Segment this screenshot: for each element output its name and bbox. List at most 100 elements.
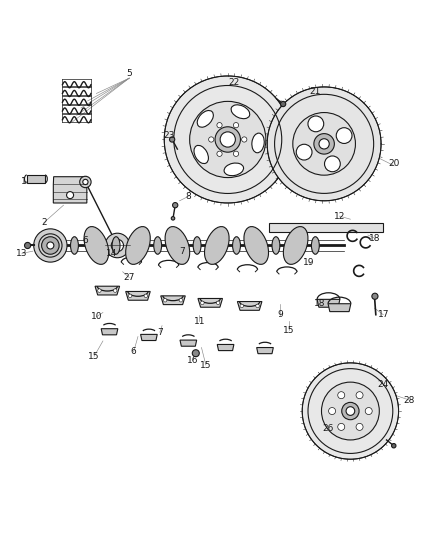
- Text: 11: 11: [194, 317, 205, 326]
- Ellipse shape: [193, 237, 201, 254]
- Circle shape: [215, 127, 240, 152]
- Text: 18: 18: [369, 233, 380, 243]
- Circle shape: [34, 229, 67, 262]
- Circle shape: [216, 301, 220, 304]
- Circle shape: [356, 423, 363, 431]
- Circle shape: [336, 128, 352, 143]
- Text: 7: 7: [157, 328, 163, 337]
- Text: 27: 27: [124, 273, 135, 282]
- Circle shape: [356, 392, 363, 399]
- Polygon shape: [27, 175, 45, 183]
- Text: 8: 8: [185, 192, 191, 201]
- Text: 22: 22: [229, 78, 240, 87]
- Polygon shape: [328, 304, 351, 312]
- Circle shape: [42, 237, 59, 254]
- Ellipse shape: [231, 105, 250, 119]
- Ellipse shape: [71, 237, 78, 254]
- Ellipse shape: [165, 227, 190, 264]
- Circle shape: [314, 134, 334, 154]
- Ellipse shape: [126, 227, 150, 264]
- Circle shape: [256, 304, 259, 308]
- Polygon shape: [53, 177, 87, 203]
- Circle shape: [173, 203, 178, 208]
- Circle shape: [342, 402, 359, 419]
- Circle shape: [372, 293, 378, 300]
- Circle shape: [280, 101, 286, 107]
- Circle shape: [190, 101, 266, 177]
- Ellipse shape: [112, 237, 120, 254]
- Text: 21: 21: [310, 87, 321, 96]
- Ellipse shape: [197, 110, 213, 127]
- Text: 14: 14: [106, 249, 117, 258]
- Circle shape: [128, 294, 132, 297]
- Polygon shape: [126, 292, 150, 300]
- Circle shape: [111, 239, 124, 252]
- Circle shape: [338, 392, 345, 399]
- Circle shape: [240, 304, 244, 308]
- Circle shape: [293, 112, 356, 175]
- Circle shape: [170, 137, 175, 142]
- Circle shape: [217, 151, 222, 156]
- Polygon shape: [161, 296, 185, 304]
- Circle shape: [308, 116, 324, 132]
- Circle shape: [328, 408, 336, 415]
- Text: 17: 17: [378, 310, 389, 319]
- Circle shape: [113, 289, 117, 292]
- Circle shape: [338, 423, 345, 431]
- Polygon shape: [95, 286, 120, 295]
- Ellipse shape: [194, 146, 208, 164]
- Text: 15: 15: [283, 326, 295, 335]
- Text: 15: 15: [200, 360, 212, 369]
- Circle shape: [67, 191, 74, 199]
- Polygon shape: [237, 302, 262, 310]
- Text: 16: 16: [187, 356, 198, 365]
- Text: 15: 15: [88, 352, 100, 361]
- Circle shape: [25, 243, 31, 248]
- Text: 6: 6: [131, 348, 137, 357]
- Polygon shape: [101, 329, 118, 335]
- Circle shape: [83, 179, 88, 184]
- Text: 19: 19: [303, 257, 314, 266]
- Circle shape: [201, 301, 204, 304]
- Text: 1: 1: [21, 176, 27, 185]
- Circle shape: [163, 298, 167, 302]
- Polygon shape: [198, 298, 223, 307]
- Circle shape: [321, 382, 379, 440]
- Text: 18: 18: [314, 299, 325, 308]
- Circle shape: [233, 151, 239, 156]
- Text: 10: 10: [91, 312, 102, 321]
- Text: 9: 9: [277, 310, 283, 319]
- Text: 23: 23: [163, 131, 174, 140]
- Circle shape: [302, 363, 399, 459]
- Ellipse shape: [244, 227, 268, 264]
- Circle shape: [179, 298, 183, 302]
- Text: 6: 6: [82, 236, 88, 245]
- Circle shape: [80, 176, 91, 188]
- Text: 20: 20: [389, 159, 400, 168]
- Circle shape: [171, 216, 175, 220]
- Circle shape: [192, 350, 199, 357]
- Circle shape: [98, 289, 101, 292]
- Text: 12: 12: [334, 212, 345, 221]
- Ellipse shape: [224, 163, 244, 176]
- Text: 5: 5: [126, 69, 132, 78]
- Circle shape: [105, 233, 130, 258]
- Ellipse shape: [311, 237, 319, 254]
- Polygon shape: [317, 300, 340, 307]
- Text: 26: 26: [323, 424, 334, 433]
- Circle shape: [346, 407, 355, 415]
- Circle shape: [267, 87, 381, 201]
- Text: 13: 13: [16, 249, 28, 258]
- Circle shape: [220, 132, 235, 147]
- Ellipse shape: [154, 237, 162, 254]
- Circle shape: [392, 443, 396, 448]
- Polygon shape: [257, 348, 273, 354]
- Text: 2: 2: [41, 218, 46, 227]
- Ellipse shape: [205, 227, 229, 264]
- Polygon shape: [141, 334, 157, 341]
- Polygon shape: [269, 223, 383, 232]
- Ellipse shape: [252, 133, 264, 153]
- Circle shape: [296, 144, 312, 160]
- Circle shape: [47, 242, 54, 249]
- Circle shape: [208, 137, 214, 142]
